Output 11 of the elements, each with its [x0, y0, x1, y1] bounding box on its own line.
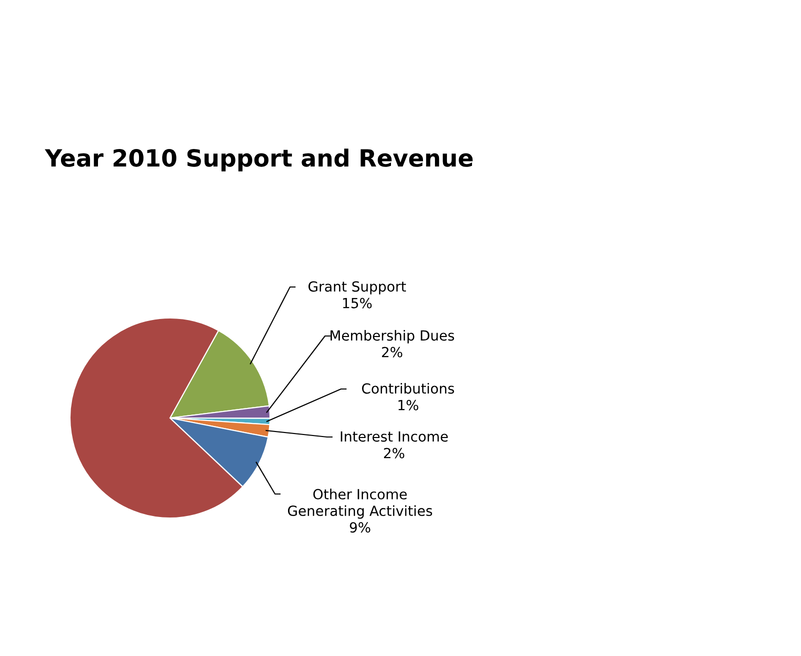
slice-label: Membership Dues [330, 330, 454, 344]
slice-label: Contributions [362, 382, 454, 394]
chart-title: Year 2010 Support and Revenue [44, 148, 473, 172]
data-label: 2% [384, 448, 404, 458]
data-label: 2% [382, 346, 402, 358]
data-label: 9% [350, 522, 370, 533]
data-label: 15% [343, 298, 372, 308]
slice-label: Grant Support [308, 281, 406, 294]
data-label: 1% [398, 400, 418, 410]
slice-label: Other Income Generating Activities [288, 488, 432, 519]
slice-label: Interest Income [340, 431, 448, 442]
